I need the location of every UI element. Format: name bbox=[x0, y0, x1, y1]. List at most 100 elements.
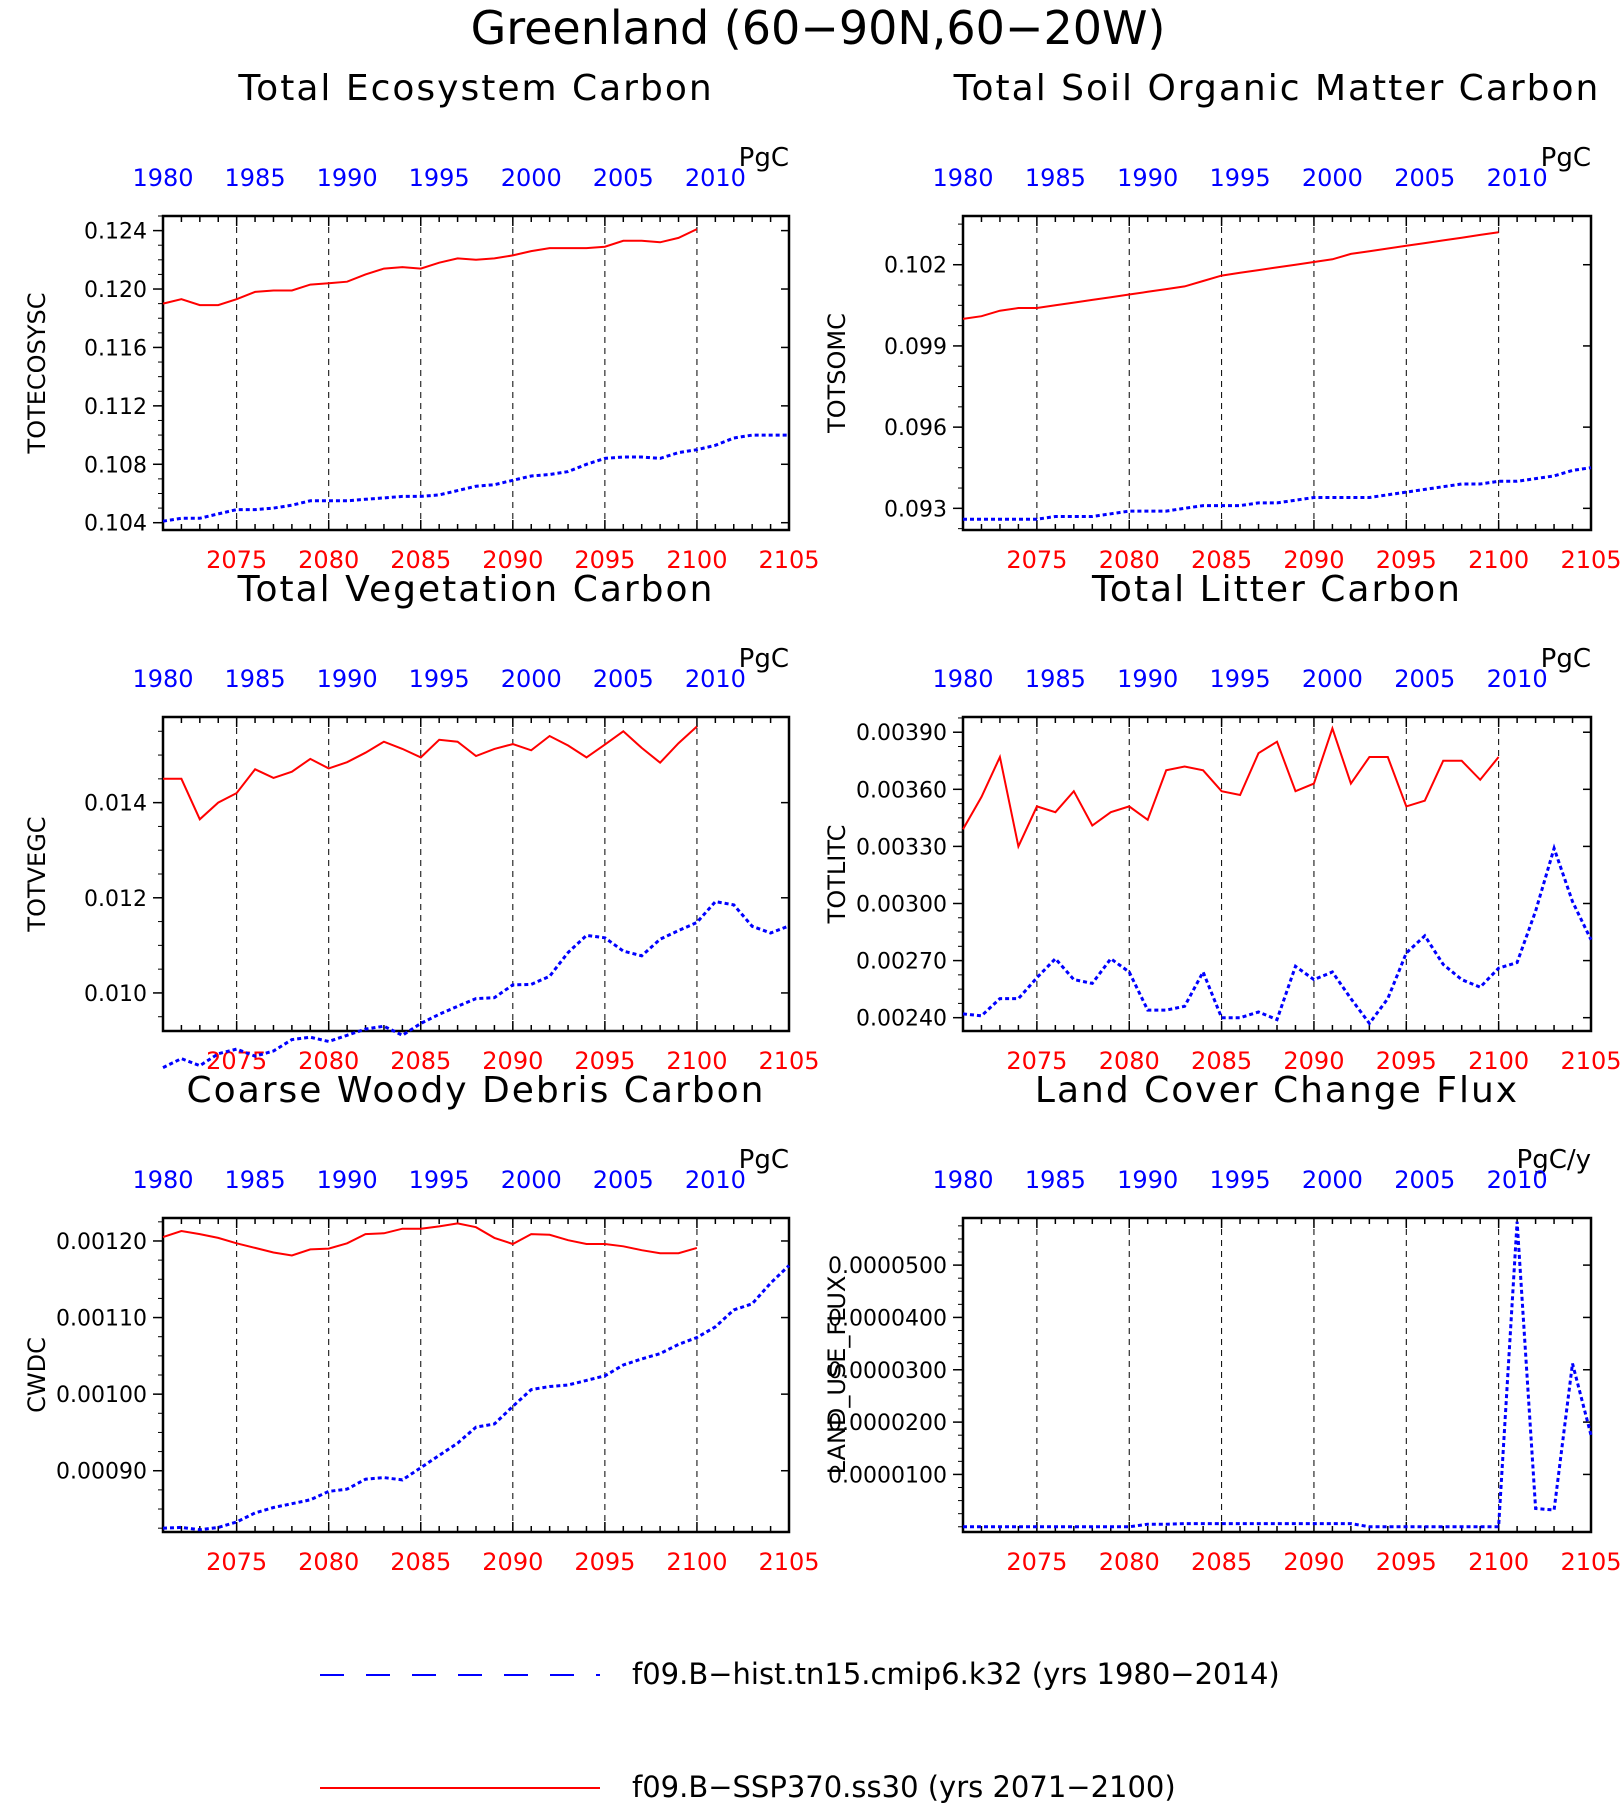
x-tick-label-bottom: 2080 bbox=[298, 1548, 359, 1576]
x-tick-label-bottom: 2090 bbox=[1283, 1047, 1344, 1075]
x-tick-label-bottom: 2100 bbox=[1468, 546, 1529, 574]
x-tick-label-top: 2000 bbox=[1302, 665, 1363, 693]
y-tick-label: 0.00360 bbox=[856, 778, 947, 803]
x-tick-label-bottom: 2105 bbox=[758, 1047, 819, 1075]
x-tick-label-bottom: 2095 bbox=[1376, 1047, 1437, 1075]
panel-title: Land Cover Change Flux bbox=[1035, 1070, 1519, 1111]
x-tick-label-top: 2005 bbox=[1394, 665, 1455, 693]
x-tick-label-top: 1985 bbox=[225, 1166, 286, 1194]
y-tick-label: 0.00330 bbox=[856, 835, 947, 860]
y-tick-label: 0.0000300 bbox=[828, 1359, 947, 1384]
x-tick-label-bottom: 2105 bbox=[1560, 1548, 1620, 1576]
x-tick-label-top: 1990 bbox=[317, 665, 378, 693]
x-tick-label-bottom: 2105 bbox=[1560, 546, 1620, 574]
series-ssp-line bbox=[162, 228, 698, 307]
x-tick-label-top: 2005 bbox=[1394, 164, 1455, 192]
y-tick-label: 0.112 bbox=[84, 395, 147, 420]
x-tick-label-bottom: 2085 bbox=[1191, 1548, 1252, 1576]
units-label: PgC bbox=[739, 644, 789, 674]
x-tick-label-top: 2010 bbox=[685, 164, 746, 192]
series-hist-line bbox=[963, 466, 1592, 521]
plot-frame bbox=[961, 214, 1593, 532]
y-tick-label: 0.00120 bbox=[56, 1230, 147, 1255]
units-label: PgC bbox=[739, 143, 789, 173]
figure-title: Greenland (60−90N,60−20W) bbox=[471, 1, 1166, 55]
x-tick-label-bottom: 2080 bbox=[1099, 546, 1160, 574]
panel-title: Total Litter Carbon bbox=[1091, 569, 1462, 610]
series-ssp-line bbox=[163, 725, 698, 821]
units-label: PgC bbox=[1541, 143, 1591, 173]
x-tick-label-top: 2005 bbox=[593, 164, 654, 192]
panels-group: Total Ecosystem Carbon PgC 2075 2080 2085 209… bbox=[23, 68, 1620, 1576]
x-tick-label-top: 1985 bbox=[225, 665, 286, 693]
x-tick-label-bottom: 2080 bbox=[1099, 1548, 1160, 1576]
x-tick-label-top: 2005 bbox=[593, 1166, 654, 1194]
x-tick-label-top: 2000 bbox=[501, 665, 562, 693]
y-tick-label: 0.124 bbox=[84, 220, 147, 245]
y-tick-label: 0.00270 bbox=[856, 950, 947, 975]
y-tick-label: 0.0000200 bbox=[828, 1411, 947, 1436]
x-tick-label-bottom: 2100 bbox=[666, 1047, 727, 1075]
x-tick-label-top: 1980 bbox=[932, 1166, 993, 1194]
y-tick-label: 0.014 bbox=[84, 792, 147, 817]
y-tick-label: 0.093 bbox=[884, 497, 947, 522]
y-tick-label: 0.00240 bbox=[856, 1007, 947, 1032]
x-tick-label-bottom: 2080 bbox=[1099, 1047, 1160, 1075]
units-label: PgC bbox=[1541, 644, 1591, 674]
y-tick-label: 0.010 bbox=[84, 982, 147, 1007]
x-tick-label-top: 1980 bbox=[932, 665, 993, 693]
units-label: PgC bbox=[739, 1145, 789, 1175]
x-tick-label-bottom: 2090 bbox=[482, 1047, 543, 1075]
x-tick-label-bottom: 2090 bbox=[482, 1548, 543, 1576]
y-tick-label: 0.108 bbox=[84, 453, 147, 478]
panel-1: Total Ecosystem Carbon PgC 2075 2080 2085 209… bbox=[23, 68, 820, 574]
y-tick-label: 0.00300 bbox=[856, 892, 947, 917]
plot-frame bbox=[961, 715, 1593, 1033]
panel-title: Coarse Woody Debris Carbon bbox=[187, 1070, 766, 1111]
plot-frame bbox=[961, 1216, 1593, 1534]
x-tick-label-bottom: 2075 bbox=[206, 546, 267, 574]
x-tick-label-bottom: 2075 bbox=[1006, 546, 1067, 574]
x-tick-label-top: 1995 bbox=[409, 164, 470, 192]
x-tick-label-top: 1995 bbox=[1210, 1166, 1271, 1194]
panel-2: Total Soil Organic Matter Carbon PgC 2075 2… bbox=[823, 68, 1620, 574]
x-tick-label-bottom: 2085 bbox=[390, 546, 451, 574]
x-tick-label-top: 1995 bbox=[1210, 665, 1271, 693]
y-tick-label: 0.099 bbox=[884, 335, 947, 360]
x-tick-label-top: 1980 bbox=[132, 665, 193, 693]
x-tick-label-bottom: 2090 bbox=[1283, 1548, 1344, 1576]
x-tick-label-bottom: 2095 bbox=[574, 546, 635, 574]
x-tick-label-top: 1990 bbox=[317, 164, 378, 192]
panel-5: Coarse Woody Debris Carbon PgC 2075 2080 208… bbox=[23, 1070, 820, 1576]
x-tick-label-top: 2010 bbox=[685, 1166, 746, 1194]
x-tick-label-top: 1985 bbox=[225, 164, 286, 192]
plot-frame bbox=[161, 715, 791, 1033]
x-tick-label-bottom: 2100 bbox=[1468, 1047, 1529, 1075]
y-tick-label: 0.00390 bbox=[856, 721, 947, 746]
y-tick-label: 0.012 bbox=[84, 887, 147, 912]
series-hist-line bbox=[162, 899, 790, 1069]
x-tick-label-top: 1985 bbox=[1025, 164, 1086, 192]
x-tick-label-top: 1980 bbox=[132, 164, 193, 192]
y-tick-label: 0.120 bbox=[84, 278, 147, 303]
plot-frame bbox=[161, 1216, 791, 1534]
y-tick-label: 0.00100 bbox=[56, 1383, 147, 1408]
x-tick-label-top: 2000 bbox=[501, 164, 562, 192]
x-tick-label-bottom: 2075 bbox=[1006, 1047, 1067, 1075]
x-tick-label-bottom: 2080 bbox=[298, 546, 359, 574]
panel-title: Total Soil Organic Matter Carbon bbox=[953, 68, 1601, 109]
x-tick-label-top: 1995 bbox=[409, 665, 470, 693]
y-axis-label: TOTSOMC bbox=[823, 313, 851, 434]
x-tick-label-top: 2000 bbox=[1302, 164, 1363, 192]
x-tick-label-top: 2000 bbox=[501, 1166, 562, 1194]
legend-label-hist: f09.B−hist.tn15.cmip6.k32 (yrs 1980−2014… bbox=[632, 1657, 1280, 1691]
panel-title: Total Vegetation Carbon bbox=[237, 569, 715, 610]
series-hist-line bbox=[162, 1264, 791, 1532]
x-tick-label-top: 2010 bbox=[1487, 665, 1548, 693]
x-tick-label-top: 1990 bbox=[317, 1166, 378, 1194]
x-tick-label-top: 2000 bbox=[1302, 1166, 1363, 1194]
panel-3: Total Vegetation Carbon PgC 2075 2080 2085 20… bbox=[23, 569, 820, 1075]
x-tick-label-bottom: 2105 bbox=[1560, 1047, 1620, 1075]
x-tick-label-bottom: 2085 bbox=[390, 1548, 451, 1576]
